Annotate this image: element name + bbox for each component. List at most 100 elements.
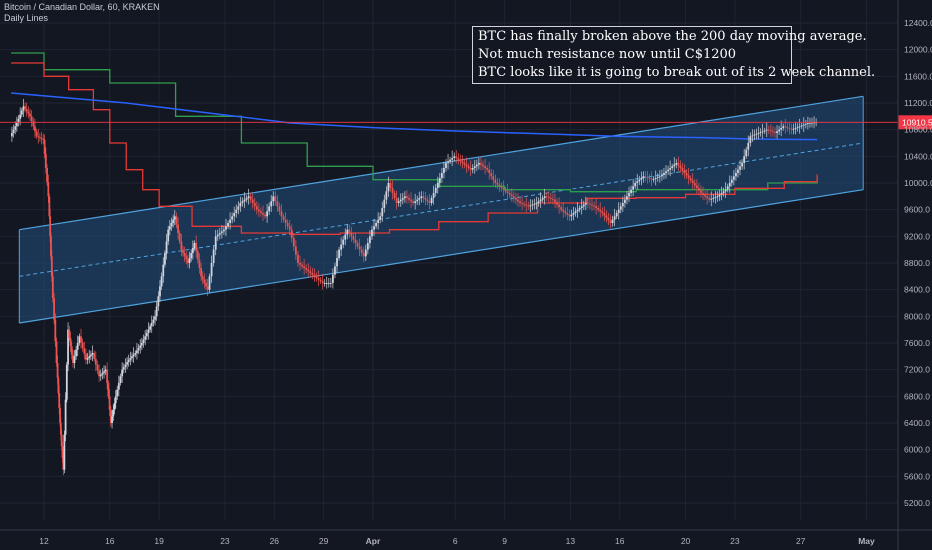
price-candle — [268, 206, 271, 212]
price-candle — [665, 171, 667, 173]
price-candle — [453, 156, 456, 158]
price-candle — [430, 198, 433, 203]
annotation-box[interactable]: BTC has finally broken above the 200 day… — [472, 26, 875, 84]
price-candle — [813, 122, 815, 124]
price-candle — [126, 362, 128, 365]
last-price-badge[interactable] — [898, 115, 932, 130]
channel-layer — [18, 95, 864, 324]
price-candle — [716, 196, 719, 198]
price-candle — [116, 389, 119, 397]
x-tick-label: 26 — [270, 536, 280, 546]
x-tick-label: 13 — [566, 536, 576, 546]
price-candle — [609, 220, 612, 223]
price-candle — [671, 166, 674, 168]
y-tick-label: 8800.0 — [904, 258, 930, 268]
price-candle — [589, 203, 591, 205]
price-candle — [788, 128, 791, 129]
price-candle — [377, 219, 380, 223]
price-candle — [667, 169, 669, 172]
price-candle — [399, 199, 402, 202]
price-candle — [763, 130, 766, 132]
price-candle — [342, 239, 345, 245]
price-candle — [59, 423, 62, 435]
price-candle — [131, 356, 133, 358]
price-candle — [109, 409, 112, 423]
price-candle — [37, 136, 40, 138]
price-candle — [371, 229, 373, 237]
y-tick-label: 12000.0 — [904, 45, 932, 55]
price-candle — [718, 194, 721, 197]
price-candle — [459, 159, 462, 162]
price-candle — [288, 226, 291, 230]
price-candle — [348, 229, 351, 233]
x-tick-label: 20 — [681, 536, 691, 546]
price-candle — [558, 204, 560, 208]
price-candle — [420, 196, 423, 198]
price-candle — [111, 416, 113, 423]
indicator-label[interactable]: Daily Lines — [4, 13, 49, 23]
price-candle — [654, 178, 657, 179]
price-candle — [106, 369, 109, 383]
price-candle — [91, 353, 94, 355]
price-candle — [580, 206, 583, 208]
price-candle — [385, 191, 388, 200]
price-candle — [292, 238, 295, 247]
price-candle — [486, 168, 489, 170]
price-candle — [656, 177, 659, 178]
price-candle — [603, 213, 606, 216]
price-candle — [410, 199, 412, 202]
ma-red-line[interactable] — [11, 62, 818, 235]
price-candle — [704, 194, 706, 197]
price-candle — [88, 356, 91, 358]
ma200-line[interactable] — [11, 92, 818, 141]
price-candle — [51, 276, 54, 298]
price-candle — [139, 345, 142, 348]
price-candle — [223, 229, 225, 232]
price-candle — [556, 202, 558, 205]
price-candle — [438, 178, 441, 183]
price-candle — [83, 348, 86, 354]
price-candle — [27, 111, 30, 114]
price-candle — [178, 233, 181, 242]
x-tick-label: May — [858, 536, 875, 546]
channel-upper-line[interactable] — [19, 95, 864, 231]
price-candle — [784, 126, 787, 128]
price-candle — [75, 349, 77, 357]
price-candle — [196, 251, 199, 260]
x-tick-label: 12 — [39, 536, 49, 546]
y-tick-label: 5600.0 — [904, 471, 930, 481]
price-candle — [198, 259, 201, 268]
price-candle — [233, 213, 236, 217]
price-candle — [53, 298, 55, 320]
price-candle — [749, 136, 752, 143]
price-candle — [463, 163, 466, 165]
price-candle — [527, 205, 530, 207]
price-candle — [164, 253, 166, 265]
price-candle — [327, 283, 330, 284]
price-candle — [506, 191, 509, 193]
price-candle — [796, 127, 799, 128]
price-candle — [152, 319, 155, 323]
price-candle — [732, 176, 735, 180]
price-candle — [597, 208, 600, 210]
price-candle — [549, 198, 552, 199]
price-candle — [683, 170, 686, 173]
price-candle — [533, 203, 536, 205]
price-candle — [155, 306, 158, 317]
price-candle — [154, 316, 156, 320]
price-candle — [101, 373, 104, 375]
symbol-title[interactable]: Bitcoin / Canadian Dollar, 60, KRAKEN — [4, 2, 160, 12]
price-candle — [432, 193, 435, 198]
price-candle — [434, 188, 437, 193]
y-tick-label: 8400.0 — [904, 285, 930, 295]
price-candle — [160, 276, 163, 287]
price-candle — [17, 118, 20, 123]
price-candle — [554, 199, 556, 203]
price-candle — [24, 106, 26, 109]
price-candle — [165, 241, 168, 253]
ma-green-line[interactable] — [11, 52, 818, 193]
price-candle — [225, 226, 227, 230]
price-candle — [172, 219, 175, 223]
price-candle — [800, 125, 803, 127]
price-candle — [81, 342, 84, 348]
